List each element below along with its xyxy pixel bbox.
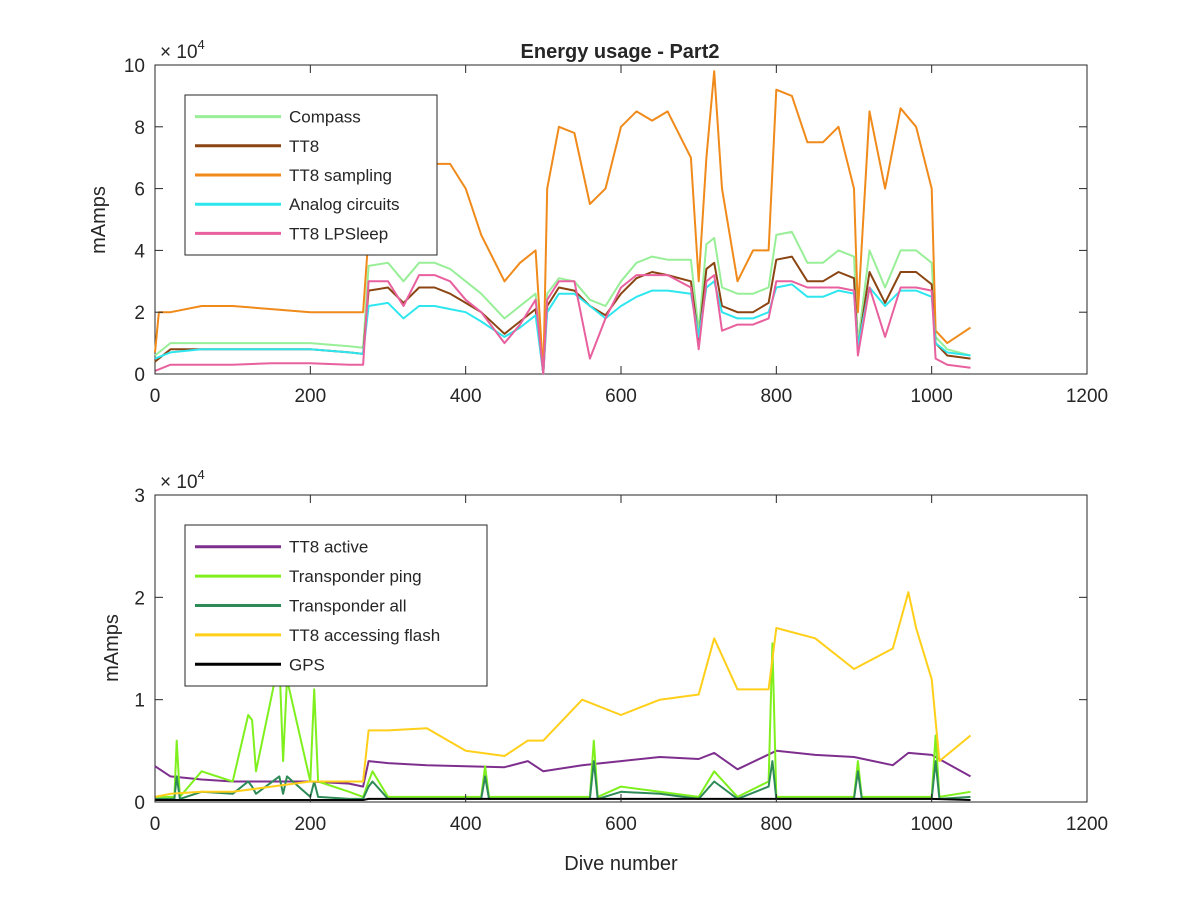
y-tick-label: 2 <box>134 588 145 609</box>
x-tick-label: 0 <box>150 386 161 407</box>
legend: TT8 active Transponder ping Transponder al… <box>184 524 488 687</box>
x-tick-label: 200 <box>294 814 326 835</box>
y-axis-label: mAmps <box>88 186 110 254</box>
legend-entry-2: TT8 sampling <box>289 166 392 185</box>
chart-title: Energy usage - Part2 <box>521 41 720 63</box>
legend-entry-1: Transponder ping <box>289 567 422 586</box>
y-tick-label: 4 <box>134 241 145 262</box>
y-tick-label: 1 <box>134 691 145 712</box>
y-tick-label: 10 <box>124 56 145 77</box>
y-exponent-label: × 104 <box>160 467 205 493</box>
chart-energy-top: Energy usage - Part2 0 200 400 600 800 1000 12… <box>88 37 1108 407</box>
x-tick-label: 800 <box>760 386 792 407</box>
series-line-0 <box>154 749 971 788</box>
axes-group: 0 200 400 600 800 1000 1200 0 1 2 3 <box>134 486 1108 835</box>
series-line-1 <box>155 642 971 798</box>
x-tick-label: 400 <box>450 386 482 407</box>
y-exponent-power: 4 <box>198 37 205 52</box>
y-exponent-label: × 104 <box>160 37 205 63</box>
y-exponent-base: × 10 <box>160 42 198 63</box>
series-line-3 <box>154 591 972 798</box>
x-tick-label: 1000 <box>911 814 953 835</box>
series-group <box>154 591 972 801</box>
legend-entry-2: Transponder all <box>289 597 407 616</box>
series-line-4 <box>154 274 971 375</box>
x-axis-label: Dive number <box>564 853 678 875</box>
x-tick-label: 400 <box>450 814 482 835</box>
series-line-4 <box>155 797 971 801</box>
x-tick-label: 200 <box>294 386 326 407</box>
y-tick-label: 6 <box>134 180 145 201</box>
legend-entry-1: TT8 <box>289 137 319 156</box>
y-axis-label: mAmps <box>101 614 123 682</box>
y-tick-label: 8 <box>134 118 145 139</box>
x-tick-label: 0 <box>150 814 161 835</box>
series-line-2 <box>154 70 972 375</box>
legend-entry-4: TT8 LPSleep <box>289 224 388 243</box>
x-tick-label: 1200 <box>1066 814 1108 835</box>
chart-energy-bottom: 0 200 400 600 800 1000 1200 0 1 2 3 Dive number mA… <box>101 467 1108 875</box>
y-exponent-power: 4 <box>198 467 205 482</box>
series-group <box>154 70 972 375</box>
x-tick-label: 600 <box>605 814 637 835</box>
legend-entry-0: Compass <box>289 108 361 127</box>
legend-entry-0: TT8 active <box>289 538 368 557</box>
x-tick-label: 600 <box>605 386 637 407</box>
legend-entry-3: TT8 accessing flash <box>289 626 440 645</box>
legend: Compass TT8 TT8 sampling Analog circuits TT8… <box>184 94 438 256</box>
x-tick-label: 1200 <box>1066 386 1108 407</box>
y-tick-label: 3 <box>134 486 145 507</box>
y-tick-label: 2 <box>134 303 145 324</box>
y-tick-label: 0 <box>134 793 145 814</box>
legend-entry-4: GPS <box>289 655 325 674</box>
x-tick-label: 1000 <box>911 386 953 407</box>
legend-entry-3: Analog circuits <box>289 195 400 214</box>
axes-group: 0 200 400 600 800 1000 1200 0 2 4 6 8 10 <box>124 56 1108 407</box>
y-tick-label: 0 <box>134 365 145 386</box>
y-exponent-base: × 10 <box>160 472 198 493</box>
x-tick-label: 800 <box>760 814 792 835</box>
